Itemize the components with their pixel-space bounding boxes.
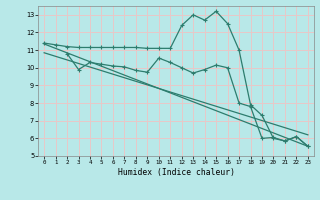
X-axis label: Humidex (Indice chaleur): Humidex (Indice chaleur) bbox=[117, 168, 235, 177]
